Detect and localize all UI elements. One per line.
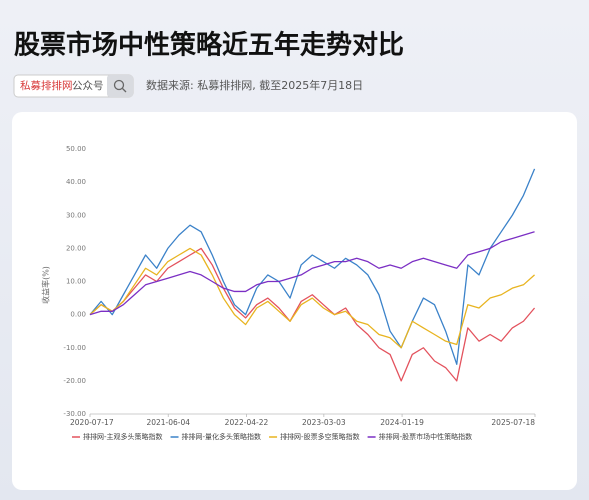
legend-label: 排排网-股票多空策略指数 — [280, 432, 360, 441]
search-brand: 私募排排网 — [20, 79, 73, 92]
series-line — [89, 247, 535, 349]
source-note: 数据来源: 私募排排网, 截至2025年7月18日 — [146, 78, 363, 92]
series-line — [89, 247, 536, 382]
search-icon — [113, 79, 125, 91]
legend-label: 排排网-主观多头策略指数 — [83, 432, 163, 441]
search-button[interactable] — [107, 75, 133, 97]
series-line — [89, 231, 535, 316]
legend-label: 排排网-量化多头策略指数 — [182, 432, 262, 441]
x-tick-label: 2023-03-03 — [302, 418, 346, 427]
x-tick-label: 2022-04-22 — [225, 418, 269, 427]
y-tick-label: -10.00 — [63, 344, 86, 352]
page-title: 股票市场中性策略近五年走势对比 — [14, 30, 404, 61]
y-axis-label: 收益率(%) — [41, 266, 51, 304]
y-tick-label: 0.00 — [70, 311, 86, 319]
legend-label: 排排网-股票市场中性策略指数 — [379, 432, 473, 441]
search-suffix: 公众号 — [72, 80, 104, 92]
chart-card — [12, 112, 577, 490]
x-tick-label: 2024-01-19 — [380, 418, 424, 427]
x-tick-label: 2020-07-17 — [70, 418, 114, 427]
y-tick-label: 40.00 — [66, 178, 86, 186]
search-icon-handle — [122, 88, 127, 93]
x-tick-label: 2025-07-18 — [491, 418, 535, 427]
y-tick-label: 20.00 — [66, 244, 86, 252]
y-tick-label: 10.00 — [66, 278, 86, 286]
y-tick-label: -30.00 — [63, 410, 86, 418]
y-tick-label: 30.00 — [66, 211, 86, 219]
x-tick-label: 2021-06-04 — [146, 418, 190, 427]
y-tick-label: -20.00 — [63, 377, 86, 385]
y-tick-label: 50.00 — [66, 145, 86, 153]
